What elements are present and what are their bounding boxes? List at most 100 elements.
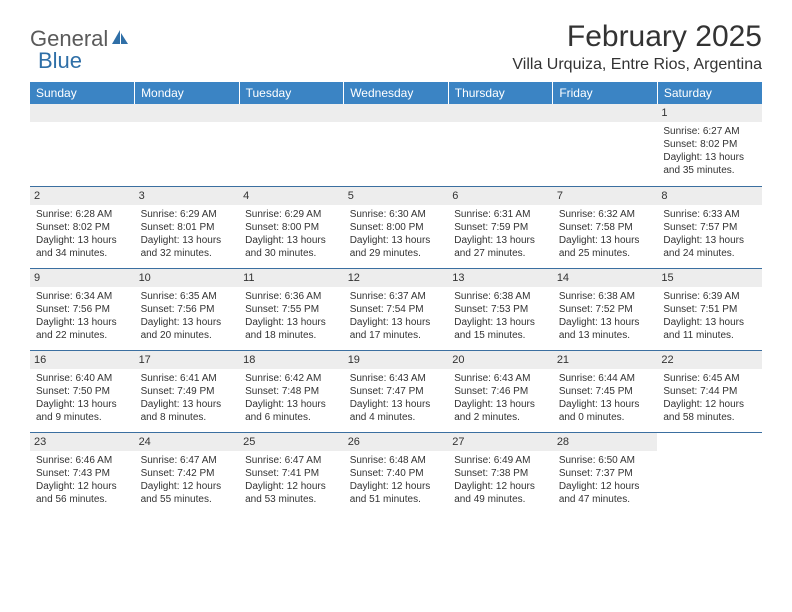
daylight-text: and 13 minutes. xyxy=(559,329,652,342)
day-number: 13 xyxy=(448,269,553,287)
day-number-blank xyxy=(448,104,553,122)
daylight-text: and 4 minutes. xyxy=(350,411,443,424)
daylight-text: and 58 minutes. xyxy=(663,411,756,424)
day-number: 23 xyxy=(30,433,135,451)
calendar-body: 1Sunrise: 6:27 AMSunset: 8:02 PMDaylight… xyxy=(30,104,762,514)
day-number-blank xyxy=(30,104,135,122)
daylight-text: Daylight: 13 hours xyxy=(454,316,547,329)
sunset-text: Sunset: 7:57 PM xyxy=(663,221,756,234)
day-number-blank xyxy=(553,104,658,122)
calendar-day-cell: 6Sunrise: 6:31 AMSunset: 7:59 PMDaylight… xyxy=(448,186,553,268)
calendar-day-cell: 4 Sunrise: 6:29 AMSunset: 8:00 PMDaylight… xyxy=(239,186,344,268)
sunrise-text: Sunrise: 6:32 AM xyxy=(559,208,652,221)
sunset-text: Sunset: 7:47 PM xyxy=(350,385,443,398)
page-header: General February 2025 Villa Urquiza, Ent… xyxy=(30,20,762,74)
daylight-text: Daylight: 13 hours xyxy=(559,316,652,329)
sunrise-text: Sunrise: 6:37 AM xyxy=(350,290,443,303)
day-number: 8 xyxy=(657,187,762,205)
daylight-text: and 11 minutes. xyxy=(663,329,756,342)
calendar-day-cell: 27Sunrise: 6:49 AMSunset: 7:38 PMDayligh… xyxy=(448,432,553,514)
calendar-day-cell: 28Sunrise: 6:50 AMSunset: 7:37 PMDayligh… xyxy=(553,432,658,514)
sunrise-text: Sunrise: 6:35 AM xyxy=(141,290,234,303)
calendar-week-row: 16Sunrise: 6:40 AMSunset: 7:50 PMDayligh… xyxy=(30,350,762,432)
sunset-text: Sunset: 7:40 PM xyxy=(350,467,443,480)
sunset-text: Sunset: 7:59 PM xyxy=(454,221,547,234)
daylight-text: and 0 minutes. xyxy=(559,411,652,424)
daylight-text: Daylight: 13 hours xyxy=(559,398,652,411)
sunrise-text: Sunrise: 6:48 AM xyxy=(350,454,443,467)
daylight-text: Daylight: 12 hours xyxy=(559,480,652,493)
calendar-day-cell xyxy=(344,104,449,186)
day-number: 20 xyxy=(448,351,553,369)
calendar-day-cell: 5Sunrise: 6:30 AMSunset: 8:00 PMDaylight… xyxy=(344,186,449,268)
day-number: 17 xyxy=(135,351,240,369)
daylight-text: Daylight: 13 hours xyxy=(245,316,338,329)
sunset-text: Sunset: 7:46 PM xyxy=(454,385,547,398)
day-number-blank xyxy=(135,104,240,122)
daylight-text: and 17 minutes. xyxy=(350,329,443,342)
daylight-text: Daylight: 13 hours xyxy=(36,398,129,411)
daylight-text: and 29 minutes. xyxy=(350,247,443,260)
sunrise-text: Sunrise: 6:46 AM xyxy=(36,454,129,467)
sunrise-text: Sunrise: 6:47 AM xyxy=(141,454,234,467)
sunset-text: Sunset: 8:02 PM xyxy=(36,221,129,234)
calendar-day-cell: 13Sunrise: 6:38 AMSunset: 7:53 PMDayligh… xyxy=(448,268,553,350)
calendar-table: Sunday Monday Tuesday Wednesday Thursday… xyxy=(30,82,762,514)
daylight-text: Daylight: 12 hours xyxy=(350,480,443,493)
day-number: 21 xyxy=(553,351,658,369)
sunrise-text: Sunrise: 6:29 AM xyxy=(245,208,338,221)
calendar-day-cell xyxy=(239,104,344,186)
day-number: 12 xyxy=(344,269,449,287)
sunrise-text: Sunrise: 6:30 AM xyxy=(350,208,443,221)
location-text: Villa Urquiza, Entre Rios, Argentina xyxy=(512,56,762,74)
weekday-header: Sunday xyxy=(30,82,135,104)
daylight-text: Daylight: 12 hours xyxy=(245,480,338,493)
sunset-text: Sunset: 7:44 PM xyxy=(663,385,756,398)
calendar-day-cell xyxy=(448,104,553,186)
calendar-day-cell: 18Sunrise: 6:42 AMSunset: 7:48 PMDayligh… xyxy=(239,350,344,432)
day-number: 14 xyxy=(553,269,658,287)
daylight-text: and 53 minutes. xyxy=(245,493,338,506)
weekday-header: Thursday xyxy=(448,82,553,104)
calendar-day-cell xyxy=(553,104,658,186)
calendar-day-cell: 2Sunrise: 6:28 AMSunset: 8:02 PMDaylight… xyxy=(30,186,135,268)
daylight-text: and 32 minutes. xyxy=(141,247,234,260)
daylight-text: and 47 minutes. xyxy=(559,493,652,506)
weekday-header: Saturday xyxy=(657,82,762,104)
day-number: 6 xyxy=(448,187,553,205)
sunset-text: Sunset: 8:02 PM xyxy=(663,138,756,151)
calendar-day-cell: 25Sunrise: 6:47 AMSunset: 7:41 PMDayligh… xyxy=(239,432,344,514)
daylight-text: and 49 minutes. xyxy=(454,493,547,506)
daylight-text: and 9 minutes. xyxy=(36,411,129,424)
sunset-text: Sunset: 7:38 PM xyxy=(454,467,547,480)
sunset-text: Sunset: 7:56 PM xyxy=(141,303,234,316)
calendar-day-cell: 22Sunrise: 6:45 AMSunset: 7:44 PMDayligh… xyxy=(657,350,762,432)
calendar-day-cell: 1Sunrise: 6:27 AMSunset: 8:02 PMDaylight… xyxy=(657,104,762,186)
day-number: 25 xyxy=(239,433,344,451)
calendar-day-cell: 16Sunrise: 6:40 AMSunset: 7:50 PMDayligh… xyxy=(30,350,135,432)
daylight-text: Daylight: 13 hours xyxy=(141,234,234,247)
calendar-day-cell: 17Sunrise: 6:41 AMSunset: 7:49 PMDayligh… xyxy=(135,350,240,432)
calendar-day-cell: 15Sunrise: 6:39 AMSunset: 7:51 PMDayligh… xyxy=(657,268,762,350)
sunrise-text: Sunrise: 6:39 AM xyxy=(663,290,756,303)
calendar-day-cell: 11Sunrise: 6:36 AMSunset: 7:55 PMDayligh… xyxy=(239,268,344,350)
daylight-text: Daylight: 13 hours xyxy=(350,316,443,329)
sunrise-text: Sunrise: 6:38 AM xyxy=(454,290,547,303)
day-number: 11 xyxy=(239,269,344,287)
weekday-header: Monday xyxy=(135,82,240,104)
sunset-text: Sunset: 8:00 PM xyxy=(245,221,338,234)
daylight-text: Daylight: 13 hours xyxy=(141,316,234,329)
daylight-text: Daylight: 13 hours xyxy=(454,398,547,411)
sunrise-text: Sunrise: 6:43 AM xyxy=(454,372,547,385)
sunset-text: Sunset: 7:41 PM xyxy=(245,467,338,480)
sunset-text: Sunset: 7:50 PM xyxy=(36,385,129,398)
sunrise-text: Sunrise: 6:42 AM xyxy=(245,372,338,385)
sunset-text: Sunset: 7:58 PM xyxy=(559,221,652,234)
daylight-text: Daylight: 13 hours xyxy=(245,234,338,247)
sunrise-text: Sunrise: 6:33 AM xyxy=(663,208,756,221)
daylight-text: and 51 minutes. xyxy=(350,493,443,506)
day-number: 28 xyxy=(553,433,658,451)
day-number: 4 xyxy=(239,187,344,205)
sunset-text: Sunset: 7:43 PM xyxy=(36,467,129,480)
logo-text-blue: Blue xyxy=(38,48,82,74)
